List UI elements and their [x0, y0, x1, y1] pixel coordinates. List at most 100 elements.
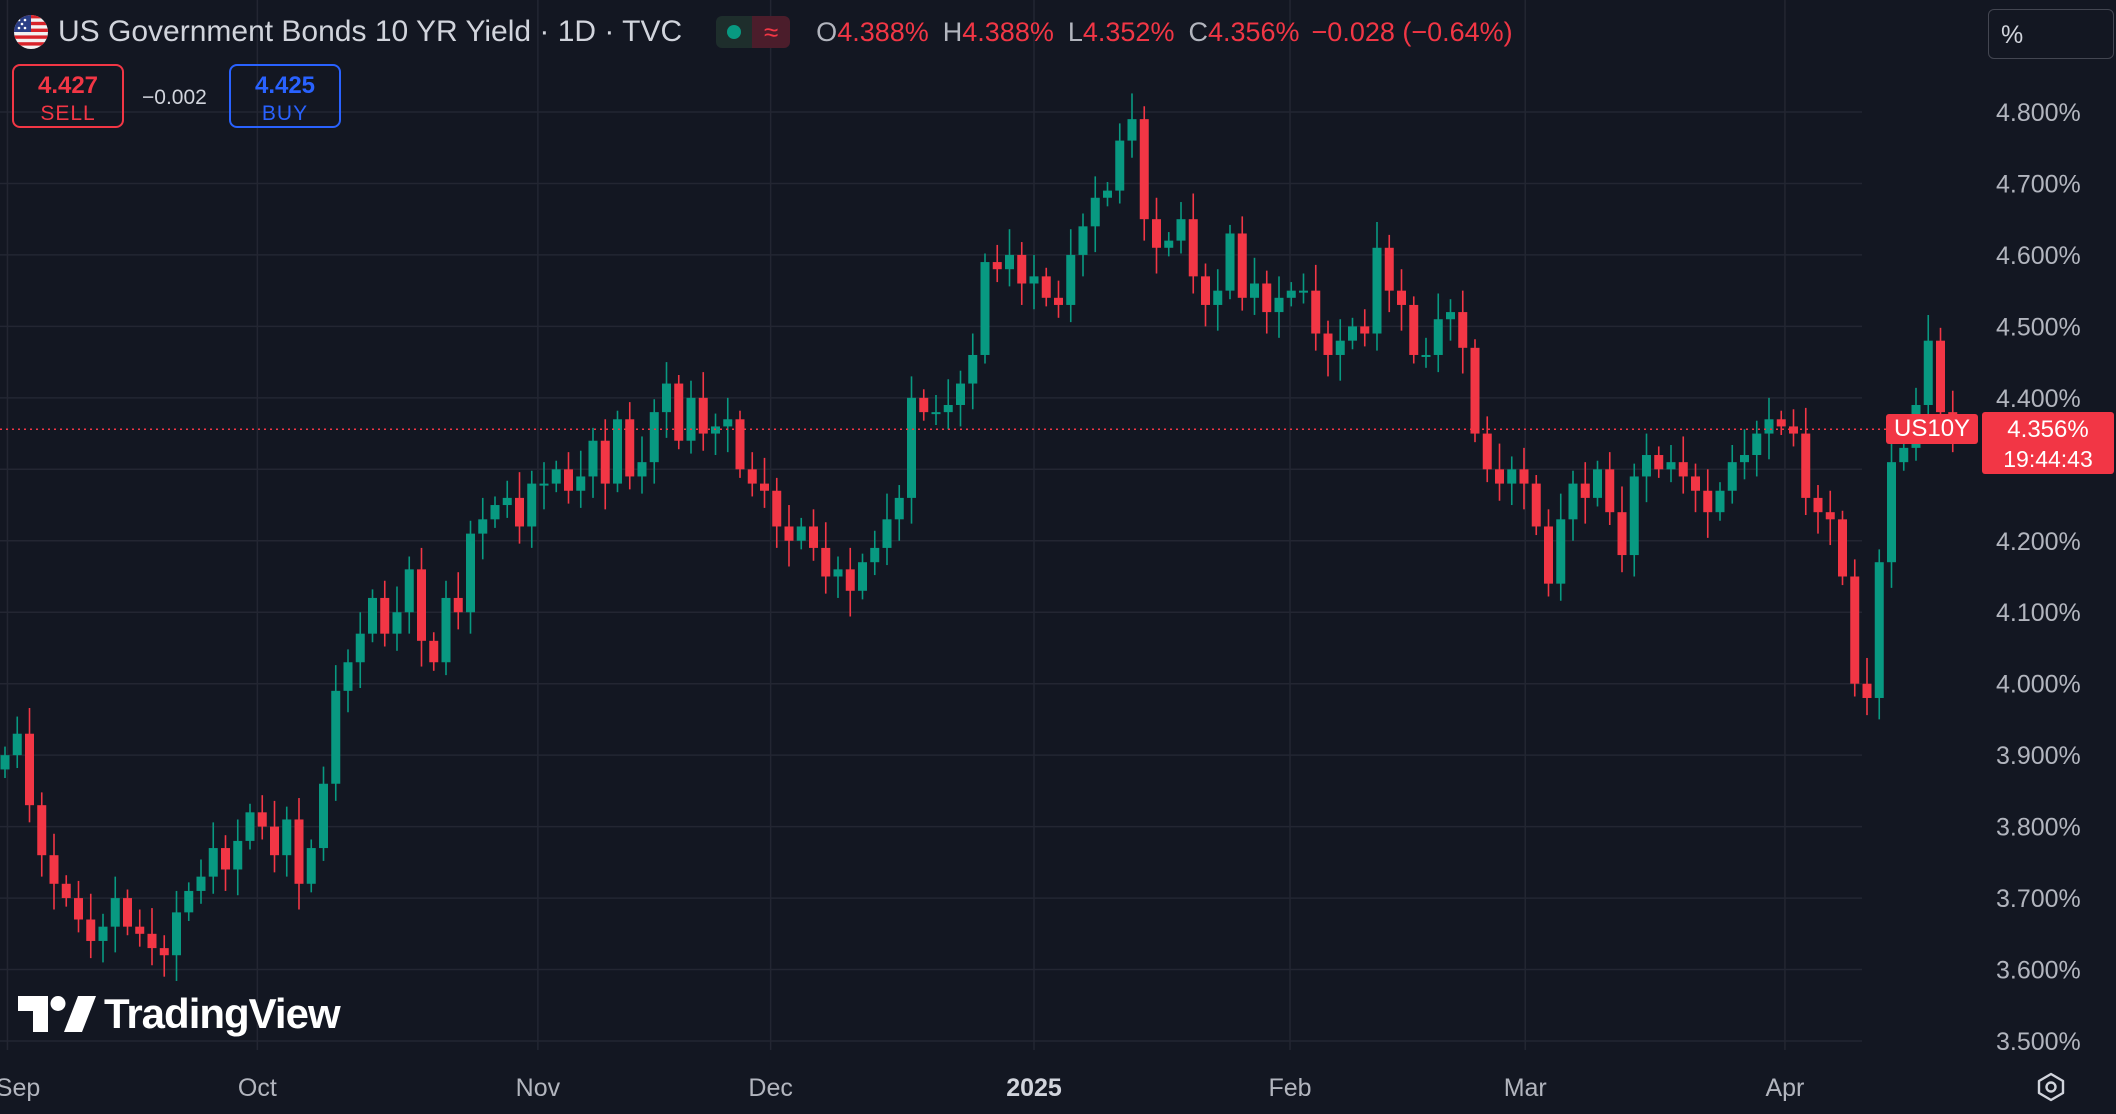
scale-mode-label: %: [2001, 21, 2024, 49]
candle-body: [1654, 455, 1664, 470]
sell-price: 4.427: [37, 72, 99, 99]
candle-body: [1152, 219, 1161, 248]
candle-body: [478, 519, 488, 534]
candle-body: [1580, 483, 1590, 498]
market-status-icon[interactable]: ≈: [716, 16, 791, 48]
symbol-header: US Government Bonds 10 YR Yield · 1D · T…: [14, 12, 1513, 52]
candle-body: [490, 505, 500, 520]
candle-body: [1237, 233, 1247, 298]
candle-body: [233, 840, 243, 870]
candle-body: [368, 597, 377, 634]
ohlc-low-key: L: [1067, 16, 1083, 47]
tradingview-logo-icon: [18, 996, 96, 1032]
candle-body: [257, 812, 267, 827]
candle-body: [1103, 190, 1112, 198]
candle-body: [1360, 326, 1370, 334]
buy-price: 4.425: [254, 72, 316, 99]
candle-body: [61, 883, 71, 899]
spread-value: −0.002: [142, 86, 207, 109]
candle-body: [809, 526, 818, 548]
x-tick-label: Mar: [1504, 1074, 1547, 1102]
candle-body: [502, 497, 512, 506]
candle-body: [980, 262, 990, 355]
candle-body: [649, 412, 659, 463]
candle-body: [1666, 462, 1676, 470]
candle-body: [380, 597, 390, 634]
candle-body: [1482, 433, 1492, 470]
candle-body: [833, 569, 843, 577]
candle-body: [735, 419, 745, 470]
candle-body: [870, 547, 880, 563]
candle-body: [294, 819, 304, 884]
candle-body: [894, 497, 904, 520]
candle-body: [37, 805, 47, 856]
symbol-title[interactable]: US Government Bonds 10 YR Yield · 1D · T…: [58, 15, 683, 48]
current-price: 4.356%: [2007, 416, 2089, 443]
candle-body: [992, 262, 1002, 270]
bar-countdown: 19:44:43: [2003, 446, 2093, 472]
candle-body: [1556, 519, 1566, 584]
candle-body: [1703, 490, 1713, 513]
current-price-label: 4.356% 19:44:43: [1982, 412, 2114, 474]
candle-body: [1274, 297, 1284, 313]
candle-body: [796, 526, 806, 541]
candle-body: [1054, 297, 1063, 305]
candle-body: [441, 597, 451, 663]
candle-body: [1507, 469, 1517, 484]
candle-body: [12, 733, 22, 756]
ohlc-high-value: 4.388%: [962, 16, 1054, 47]
candle-body: [698, 397, 708, 434]
candle-body: [49, 855, 59, 884]
candle-body: [1372, 247, 1382, 334]
candle-body: [564, 469, 573, 491]
candle-body: [1433, 319, 1443, 355]
candle-body: [625, 419, 635, 477]
candle-body: [172, 912, 181, 956]
sell-button[interactable]: 4.427 SELL: [12, 64, 124, 128]
candle-body: [417, 569, 426, 641]
candle-body: [1250, 283, 1259, 298]
candle-body: [1188, 219, 1198, 277]
candle-body: [1127, 119, 1137, 141]
x-tick-label: Apr: [1765, 1074, 1804, 1102]
candle-body: [674, 383, 684, 441]
candle-body: [637, 462, 647, 477]
buy-button[interactable]: 4.425 BUY: [229, 64, 341, 128]
candle-body: [1605, 469, 1615, 513]
y-tick-label: 3.500%: [1996, 1028, 2081, 1056]
candle-body: [343, 662, 353, 691]
candle-body: [1311, 290, 1321, 334]
candle-body: [1850, 576, 1860, 684]
candle-body: [147, 933, 157, 949]
candle-body: [123, 898, 132, 927]
candle-body: [1568, 483, 1578, 520]
candle-body: [1825, 512, 1835, 520]
candle-body: [956, 383, 965, 405]
candle-body: [0, 755, 10, 770]
candle-body: [1593, 469, 1602, 498]
candle-body: [86, 919, 96, 941]
candle-body: [576, 476, 586, 491]
candle-body: [1776, 419, 1786, 427]
candle-body: [453, 597, 463, 613]
candle-body: [723, 419, 733, 427]
candle-body: [1005, 254, 1014, 270]
candle-body: [1078, 226, 1088, 255]
candle-body: [1887, 462, 1896, 563]
candle-body: [1335, 340, 1345, 355]
candle-body: [1801, 433, 1811, 498]
candle-body: [1752, 433, 1762, 456]
settings-gear-icon[interactable]: [2036, 1072, 2066, 1107]
candle-body: [282, 819, 292, 856]
candle-body: [392, 612, 402, 634]
candle-body: [1923, 340, 1933, 405]
scale-mode-button[interactable]: %: [1988, 9, 2114, 59]
candle-body: [1041, 276, 1051, 298]
candle-body: [306, 848, 316, 884]
x-tick-label: Sep: [0, 1074, 40, 1102]
candle-body: [588, 440, 598, 477]
candle-body: [1740, 455, 1749, 463]
symbol-price-tag: US10Y: [1886, 414, 1979, 444]
candle-body: [919, 397, 929, 413]
